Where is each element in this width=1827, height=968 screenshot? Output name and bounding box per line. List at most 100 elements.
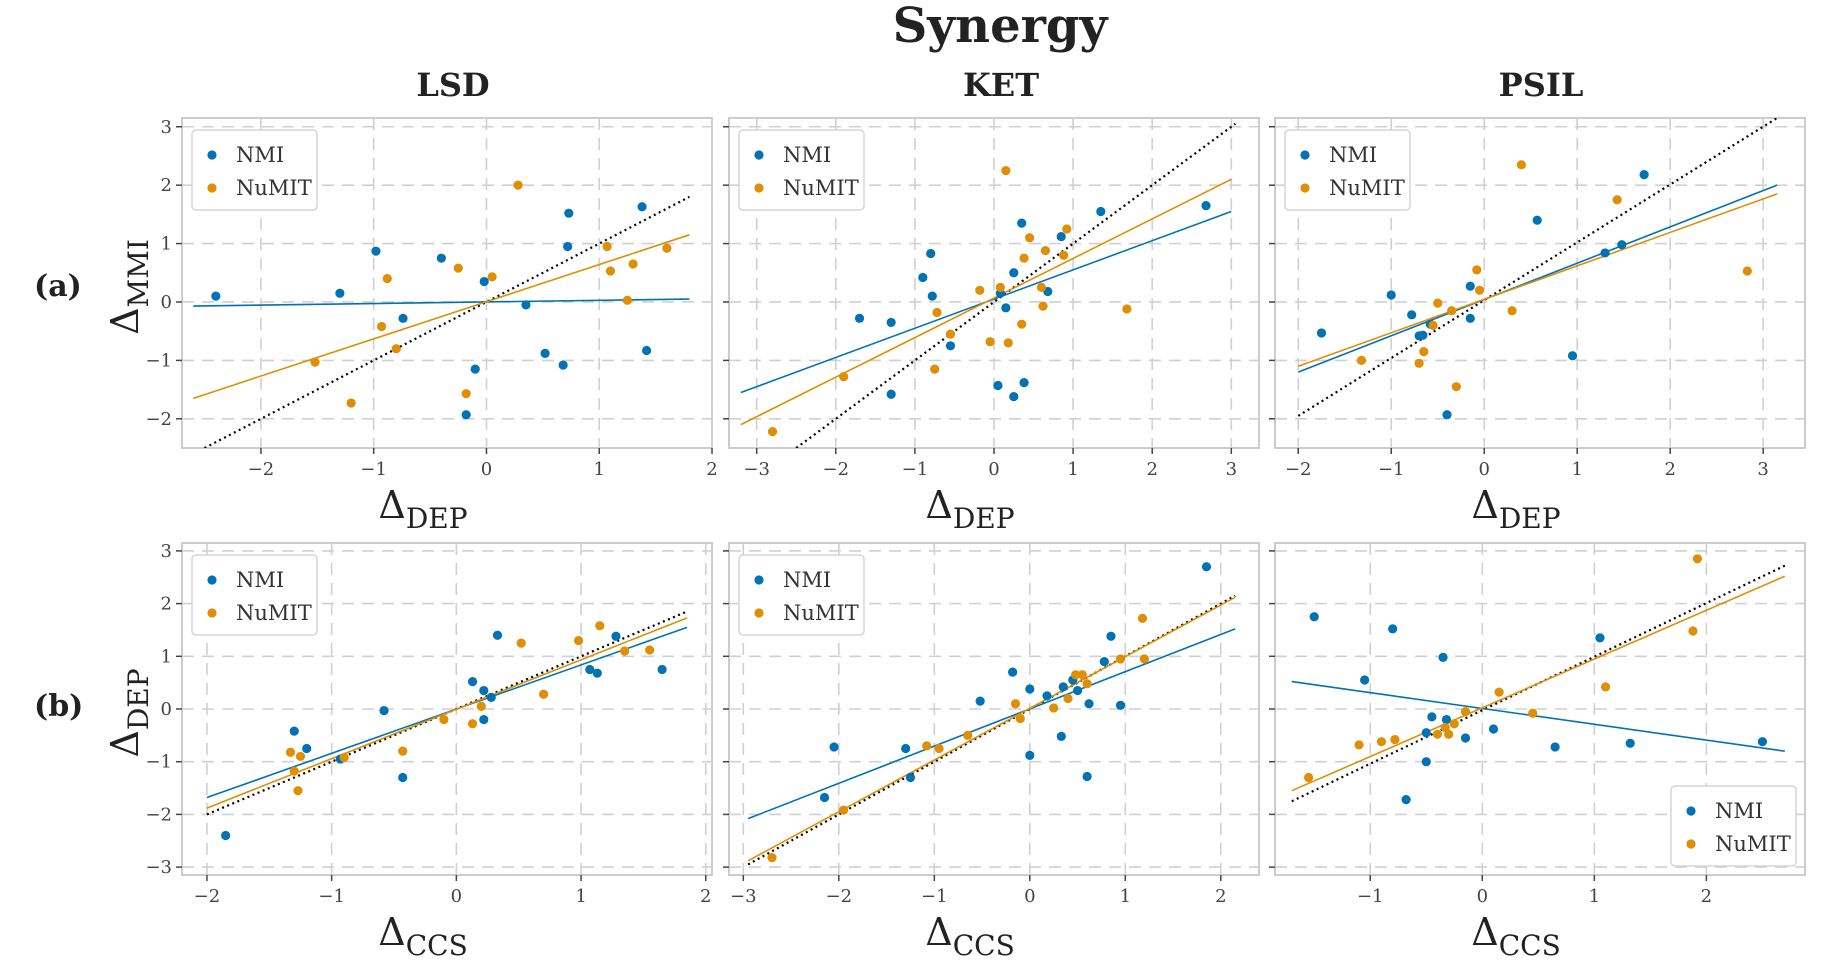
numit-point <box>1356 355 1367 365</box>
numit-point <box>1376 737 1387 747</box>
legend-marker-numit <box>207 183 217 193</box>
nmi-point <box>479 276 489 287</box>
nmi-point <box>479 685 489 696</box>
numit-point <box>945 329 956 339</box>
plot-content <box>1291 554 1786 805</box>
nmi-fit-line <box>747 628 1236 820</box>
numit-point <box>1354 740 1364 750</box>
legend-box <box>738 554 865 636</box>
numit-point <box>662 243 672 253</box>
y-axis-label-text: ΔMMI <box>103 239 155 335</box>
panel-a-lsd: −2 −1 0 1 2 −2 −1 0 1 2 3 NMI NuMIT ΔDEP ΔMMI <box>103 117 718 535</box>
numit-point <box>289 766 299 776</box>
numit-point <box>1071 670 1081 680</box>
numit-point <box>1516 160 1527 170</box>
numit-point <box>1688 626 1698 636</box>
x-axis-label-text: ΔDEP <box>925 483 1014 535</box>
legend-box <box>191 129 318 211</box>
numit-point <box>339 752 349 763</box>
numit-point <box>1600 682 1611 692</box>
numit-point <box>838 805 849 815</box>
nmi-point <box>1084 699 1094 709</box>
numit-point <box>539 689 549 699</box>
numit-point <box>382 274 392 284</box>
nmi-point <box>302 743 312 754</box>
plot-content <box>206 610 688 841</box>
nmi-point <box>1550 742 1560 752</box>
nmi-point <box>1418 330 1428 340</box>
legend-marker-nmi <box>207 150 217 160</box>
numit-point <box>1612 195 1622 205</box>
numit-point <box>767 427 778 437</box>
numit-point <box>622 295 633 305</box>
nmi-point <box>1567 351 1578 361</box>
numit-point <box>930 364 940 374</box>
nmi-point <box>221 830 231 841</box>
nmi-point <box>901 743 911 754</box>
x-tick-label: 0 <box>1024 886 1035 907</box>
numit-point <box>1139 654 1150 664</box>
row-label-b: (b) <box>34 689 83 724</box>
numit-point <box>1428 320 1438 330</box>
y-axis-label: ΔMMI <box>103 239 155 335</box>
numit-point <box>595 621 605 631</box>
legend-label-nmi: NMI <box>783 568 831 592</box>
y-axis-label: ΔDEP <box>103 668 155 757</box>
nmi-point <box>592 668 602 678</box>
nmi-point <box>398 772 408 783</box>
nmi-point <box>1009 392 1019 402</box>
nmi-point <box>564 208 574 218</box>
nmi-point <box>1201 562 1212 572</box>
numit-point <box>975 285 985 295</box>
y-tick-label: −3 <box>145 857 172 878</box>
nmi-point <box>1617 240 1627 250</box>
legend-marker-numit <box>754 183 764 193</box>
y-tick-label: 2 <box>161 594 172 615</box>
nmi-point <box>461 410 471 420</box>
numit-point <box>1472 265 1482 275</box>
numit-point <box>1122 304 1132 314</box>
nmi-point <box>211 291 221 301</box>
numit-point <box>461 389 471 399</box>
legend: NMI NuMIT <box>738 129 865 211</box>
nmi-point <box>335 288 345 298</box>
nmi-fit-line <box>193 298 690 307</box>
nmi-point <box>905 772 916 783</box>
nmi-point <box>563 241 573 252</box>
column-title-ket: KET <box>963 66 1039 104</box>
numit-point <box>1528 708 1538 718</box>
x-tick-label: 0 <box>451 886 462 907</box>
numit-fit-line <box>206 617 688 809</box>
numit-point <box>391 344 401 354</box>
legend-label-numit: NuMIT <box>1715 832 1791 856</box>
numit-point <box>605 266 616 276</box>
legend-marker-nmi <box>207 575 217 585</box>
legend-label-numit: NuMIT <box>236 176 312 200</box>
nmi-point <box>492 630 503 640</box>
nmi-point <box>886 389 896 399</box>
numit-point <box>1444 729 1454 739</box>
nmi-point <box>1639 170 1649 180</box>
y-tick-label: 0 <box>161 292 172 313</box>
numit-point <box>1036 282 1047 292</box>
x-tick-label: 0 <box>1477 886 1488 907</box>
x-tick-label: 1 <box>1589 886 1600 907</box>
x-tick-label: −3 <box>743 459 770 480</box>
y-tick-label: −2 <box>145 804 172 825</box>
identity-line <box>1297 118 1778 417</box>
x-axis-label: ΔCCS <box>378 910 467 962</box>
legend-marker-numit <box>207 608 217 618</box>
nmi-point <box>1096 206 1106 217</box>
nmi-point <box>1009 268 1019 278</box>
numit-point <box>922 741 932 751</box>
x-axis-label: ΔDEP <box>925 483 1014 535</box>
nmi-point <box>829 742 839 752</box>
x-tick-label: −1 <box>921 886 948 907</box>
numit-point <box>839 372 849 382</box>
y-tick-label: −2 <box>145 409 172 430</box>
nmi-point <box>585 664 595 675</box>
numit-point <box>1010 699 1021 709</box>
numit-fit-line <box>193 234 690 400</box>
nmi-point <box>1441 714 1452 725</box>
